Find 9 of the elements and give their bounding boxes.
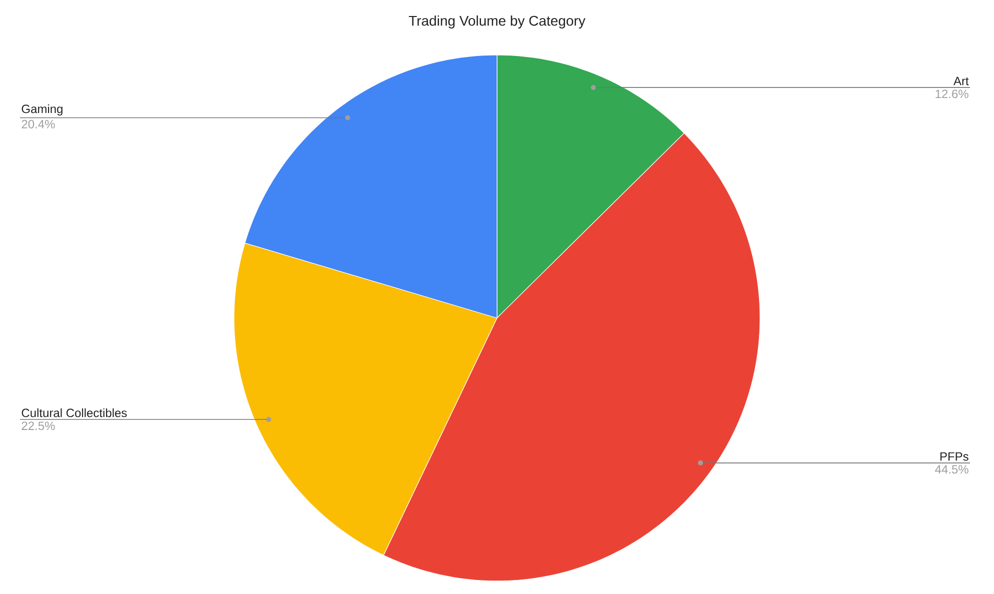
data-label: 22.5% — [22, 422, 55, 430]
slice-label: Cultural Collectibles — [22, 408, 127, 418]
data-label: 44.5% — [935, 465, 968, 474]
slice-label: Art — [953, 76, 969, 86]
slice-label: PFPs — [940, 452, 968, 461]
data-label: 12.6% — [936, 90, 968, 98]
chart-title: Trading Volume by Category — [408, 15, 586, 29]
data-label: 20.4% — [22, 120, 55, 128]
slice-label: Gaming — [22, 104, 62, 116]
